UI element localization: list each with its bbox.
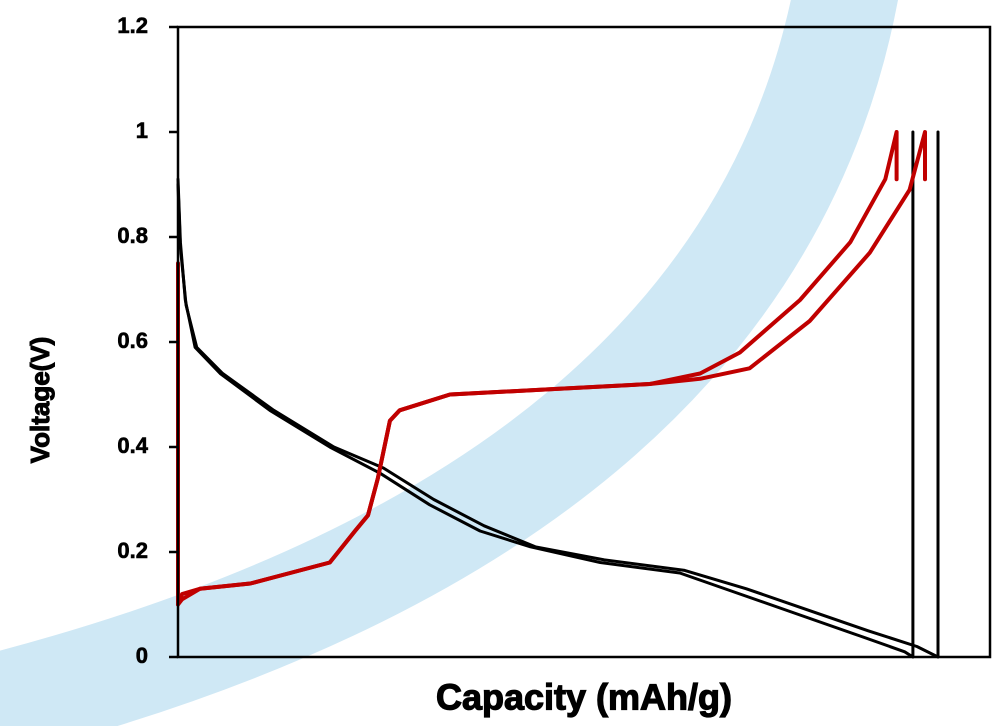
y-tick-label: 0	[136, 643, 148, 668]
y-tick-label: 0.2	[117, 538, 148, 563]
x-axis-title: Capacity (mAh/g)	[436, 677, 732, 718]
y-axis-title: Voltage(V)	[25, 337, 55, 464]
y-tick-label: 0.4	[117, 433, 148, 458]
page: {"chart_data": { "type": "line", "xlabel…	[0, 0, 996, 726]
y-tick-label: 0.8	[117, 223, 148, 248]
chart: Voltage(V) Capacity (mAh/g) 0 0.2 0.4 0.6 0.…	[0, 0, 996, 726]
y-tick-label: 0.6	[117, 328, 148, 353]
background-swoosh	[0, 0, 850, 715]
y-tick-label: 1.2	[117, 13, 148, 38]
y-tick-label: 1	[136, 118, 148, 143]
